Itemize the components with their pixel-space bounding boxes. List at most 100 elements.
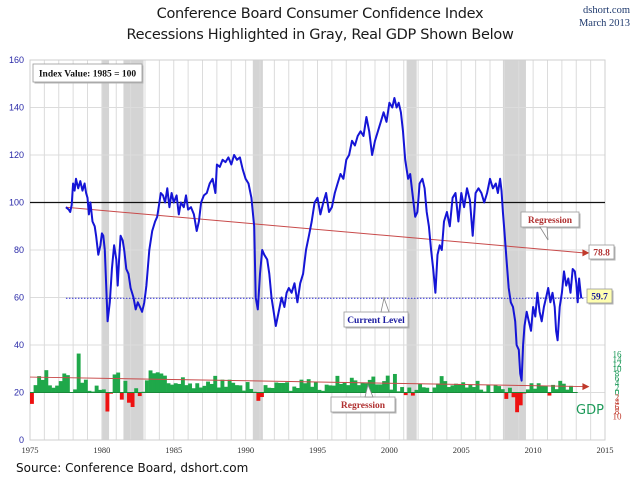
gdp-bar <box>198 387 203 393</box>
gdp-regression-callout-box <box>330 396 396 413</box>
gdp-bar <box>569 385 573 393</box>
x-tick-label: 2000 <box>381 445 398 455</box>
gdp-tick-label: 8 <box>615 369 620 379</box>
gdp-bar <box>306 379 311 393</box>
gdp-tick-label: 6 <box>615 373 620 383</box>
gdp-bar <box>281 383 286 393</box>
gdp-bar <box>468 384 473 393</box>
regression-arrow <box>582 249 590 257</box>
current-level-callout-pointer <box>380 296 390 313</box>
gdp-bar <box>353 380 358 393</box>
gdp-bar <box>76 353 81 393</box>
regression-callout: Regression <box>520 211 581 241</box>
current-value-label: 59.7 <box>586 288 614 305</box>
chart-title: Conference Board Consumer Confidence Ind… <box>156 6 484 22</box>
gdp-tick-label-negative: 6 <box>615 402 620 412</box>
regression-value-label-box <box>588 244 615 260</box>
index-note-box-box <box>32 63 143 83</box>
gdp-bar <box>267 387 272 393</box>
gdp-bar <box>328 385 333 393</box>
gdp-bar <box>260 392 264 398</box>
gdp-bar <box>105 392 110 412</box>
gdp-tick-label-negative: 2 <box>615 392 620 402</box>
gdp-bar <box>277 383 282 393</box>
gdp-bar <box>464 387 469 393</box>
source-note: Source: Conference Board, dshort.com <box>16 461 249 475</box>
gdp-bar <box>479 389 484 393</box>
gdp-bar <box>101 389 106 393</box>
x-tick-label: 2005 <box>453 445 470 455</box>
gdp-bar <box>443 381 448 393</box>
annotations: Index Value: 1985 = 100 Regression 78.8 59.… <box>32 63 616 418</box>
gdp-bar <box>454 383 458 393</box>
gdp-bar <box>170 384 175 393</box>
gdp-tick-label: 16 <box>613 350 623 360</box>
gdp-tick-label: 14 <box>613 354 623 364</box>
gdp-bar <box>55 385 60 393</box>
gdp-bar <box>213 375 218 393</box>
y-tick-label: 140 <box>9 103 24 113</box>
gdp-bar <box>191 388 196 393</box>
gdp-bar <box>231 382 236 393</box>
gdp-tick-label: 0 <box>615 388 620 398</box>
gdp-bar <box>403 392 408 396</box>
gdp-bar <box>94 385 99 393</box>
gdp-bar <box>40 379 45 393</box>
gdp-bar <box>389 389 394 393</box>
gdp-bar <box>400 387 405 393</box>
current-level-callout-text: Current Level <box>347 316 405 326</box>
gdp-bar <box>134 388 139 393</box>
gdp-bar <box>367 379 372 393</box>
gdp-bar <box>245 382 250 393</box>
gdp-bar <box>33 385 38 393</box>
gdp-bar <box>87 390 92 393</box>
gdp-bar <box>220 379 225 393</box>
gdp-bar <box>349 377 354 393</box>
gdp-bar <box>497 386 502 393</box>
gdp-bar <box>299 379 304 393</box>
gdp-regression-arrow <box>582 383 590 391</box>
gdp-bar <box>525 389 530 393</box>
x-tick-label: 2015 <box>597 445 614 455</box>
y-tick-label: 20 <box>14 388 24 398</box>
x-tick-label: 1995 <box>309 445 326 455</box>
gdp-bar <box>216 387 221 393</box>
gdp-bar <box>159 373 164 393</box>
gdp-bar <box>173 383 178 393</box>
gdp-bar <box>500 389 505 393</box>
gdp-bar <box>58 381 63 393</box>
regression-callout-box <box>520 211 580 228</box>
gdp-bar <box>475 380 480 393</box>
index-note-box-text: Index Value: 1985 = 100 <box>39 70 137 80</box>
gdp-bar <box>486 384 491 393</box>
gdp-bar <box>371 376 376 393</box>
y-tick-label: 40 <box>14 340 24 350</box>
gdp-tick-label: 4 <box>615 378 620 388</box>
gdp-bar <box>295 387 300 393</box>
regression-line <box>65 206 584 254</box>
gdp-bar <box>364 383 369 393</box>
gdp-bar <box>432 387 437 393</box>
gdp-bar <box>554 389 559 393</box>
gdp-bar <box>331 385 336 393</box>
gdp-bar <box>270 387 275 393</box>
gdp-bar <box>515 392 520 413</box>
y-tick-label: 80 <box>14 245 24 255</box>
gdp-bar <box>145 380 149 393</box>
gdp-bar <box>127 392 131 403</box>
gdp-bar <box>561 383 566 393</box>
gdp-bar <box>317 389 322 393</box>
regression-callout-text: Regression <box>528 216 573 226</box>
gdp-tick-label-negative: 4 <box>615 397 620 407</box>
gdp-bar <box>360 383 365 393</box>
gdp-bars <box>30 353 578 413</box>
gdp-bar <box>303 383 308 393</box>
gdp-bar <box>152 373 157 393</box>
gdp-tick-label: 2 <box>615 383 620 393</box>
gdp-bar <box>148 370 153 393</box>
current-value-label-box <box>586 288 613 304</box>
gdp-bar <box>188 383 193 393</box>
gdp-bar <box>44 370 49 393</box>
